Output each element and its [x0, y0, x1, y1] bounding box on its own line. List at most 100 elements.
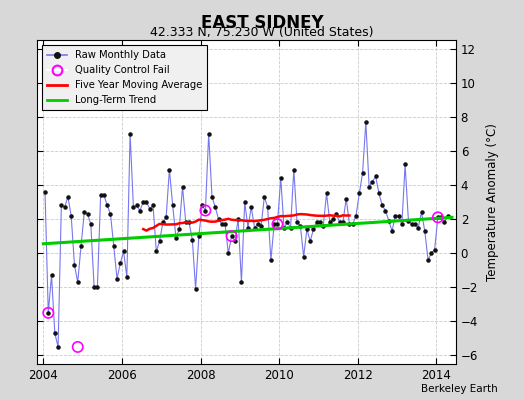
Point	[44, 310, 52, 316]
Point	[73, 279, 82, 285]
Point	[227, 233, 236, 239]
Point	[123, 274, 131, 280]
Point	[325, 219, 334, 226]
Legend: Raw Monthly Data, Quality Control Fail, Five Year Moving Average, Long-Term Tren: Raw Monthly Data, Quality Control Fail, …	[42, 45, 207, 110]
Point	[156, 238, 164, 244]
Point	[86, 221, 95, 227]
Point	[372, 173, 380, 180]
Point	[185, 219, 193, 226]
Point	[198, 202, 206, 209]
Point	[41, 188, 49, 195]
Point	[169, 202, 177, 209]
Point	[106, 211, 115, 217]
Point	[348, 221, 357, 227]
Point	[116, 260, 125, 266]
Point	[54, 344, 62, 350]
Point	[437, 214, 445, 220]
Point	[254, 221, 262, 227]
Point	[404, 218, 412, 224]
Point	[335, 219, 344, 226]
Point	[217, 221, 226, 227]
Point	[362, 119, 370, 125]
Point	[365, 184, 373, 190]
Point	[165, 166, 173, 173]
Point	[273, 221, 281, 227]
Point	[227, 233, 236, 239]
Point	[378, 202, 386, 209]
Point	[395, 212, 403, 219]
Point	[93, 284, 102, 290]
Point	[188, 236, 196, 243]
Point	[434, 214, 442, 220]
Point	[296, 223, 304, 229]
Point	[309, 226, 318, 232]
Point	[204, 130, 213, 137]
Point	[332, 211, 341, 217]
Point	[368, 178, 377, 185]
Point	[241, 199, 249, 205]
Point	[139, 199, 147, 205]
Point	[427, 250, 435, 256]
Point	[434, 214, 442, 220]
Point	[70, 262, 79, 268]
Point	[178, 184, 187, 190]
Point	[172, 235, 180, 241]
Point	[283, 219, 291, 226]
Point	[319, 223, 328, 229]
Point	[421, 228, 429, 234]
Y-axis label: Temperature Anomaly (°C): Temperature Anomaly (°C)	[486, 123, 499, 281]
Point	[221, 221, 230, 227]
Point	[358, 170, 367, 176]
Point	[264, 204, 272, 210]
Point	[96, 192, 105, 198]
Text: Berkeley Earth: Berkeley Earth	[421, 384, 498, 394]
Point	[250, 224, 259, 231]
Text: 42.333 N, 75.230 W (United States): 42.333 N, 75.230 W (United States)	[150, 26, 374, 39]
Point	[424, 257, 432, 263]
Point	[329, 216, 337, 222]
Point	[411, 221, 419, 227]
Point	[113, 276, 121, 282]
Point	[195, 233, 203, 239]
Point	[44, 310, 52, 316]
Point	[60, 204, 69, 210]
Point	[143, 199, 151, 205]
Point	[290, 166, 298, 173]
Point	[270, 221, 278, 227]
Point	[51, 330, 59, 336]
Point	[417, 209, 425, 216]
Point	[126, 130, 134, 137]
Point	[119, 248, 128, 255]
Point	[375, 190, 383, 197]
Point	[303, 226, 311, 232]
Point	[133, 202, 141, 209]
Point	[391, 212, 399, 219]
Point	[401, 161, 409, 168]
Point	[345, 221, 354, 227]
Point	[231, 238, 239, 244]
Point	[385, 218, 393, 224]
Point	[398, 221, 406, 227]
Point	[430, 246, 439, 253]
Point	[408, 221, 416, 227]
Point	[260, 194, 268, 200]
Point	[257, 223, 265, 229]
Point	[224, 250, 233, 256]
Point	[191, 286, 200, 292]
Point	[440, 219, 449, 226]
Point	[159, 219, 167, 226]
Point	[414, 224, 422, 231]
Point	[129, 204, 138, 210]
Point	[339, 219, 347, 226]
Point	[306, 238, 314, 244]
Point	[47, 272, 56, 278]
Point	[316, 219, 324, 226]
Point	[152, 248, 160, 255]
Point	[299, 253, 308, 260]
Point	[381, 207, 390, 214]
Point	[388, 228, 396, 234]
Point	[342, 195, 351, 202]
Point	[110, 243, 118, 250]
Point	[280, 224, 288, 231]
Point	[237, 279, 246, 285]
